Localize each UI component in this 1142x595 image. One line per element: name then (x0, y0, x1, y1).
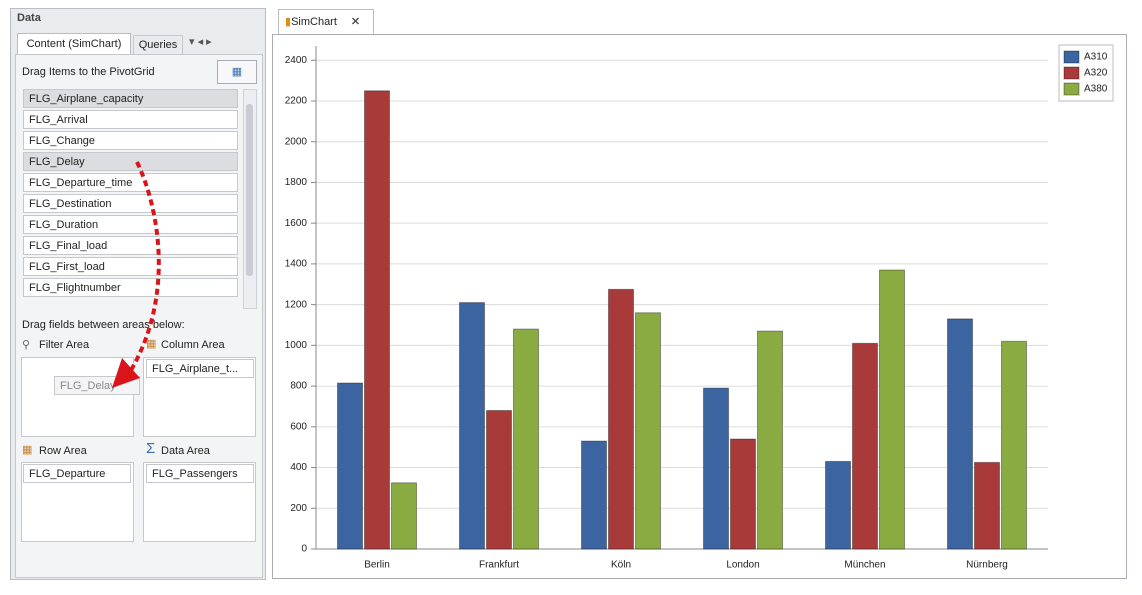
field-item[interactable]: FLG_Arrival (23, 110, 238, 129)
row-icon: ▦ (22, 444, 33, 456)
field-item[interactable]: FLG_Flightnumber (23, 278, 238, 297)
area-field[interactable]: FLG_Departure (23, 464, 131, 483)
area-field[interactable]: FLG_Passengers (146, 464, 254, 483)
tab-scroll[interactable]: ▾ ◂ ▸ (189, 36, 212, 48)
x-tick-label: Berlin (364, 560, 390, 571)
document-tab[interactable]: ▮SimChart ✕ (278, 9, 374, 34)
legend-swatch (1063, 66, 1080, 80)
y-tick-label: 2400 (285, 55, 308, 66)
bar (486, 410, 512, 550)
y-tick-label: 2000 (285, 136, 308, 147)
panel-title: Data (17, 12, 41, 24)
bar (391, 482, 417, 550)
bar (608, 288, 634, 550)
field-item[interactable]: FLG_Change (23, 131, 238, 150)
x-tick-label: München (844, 560, 885, 571)
y-tick-label: 800 (290, 381, 307, 392)
chart: 0 200 400 600 800 1000 1200 1400 1600 1800 2000 220… (272, 34, 1127, 579)
legend-label: A310 (1084, 52, 1108, 63)
bar (879, 269, 905, 550)
bar (703, 387, 729, 550)
bar (825, 460, 851, 550)
y-tick-label: 1400 (285, 259, 308, 270)
field-item[interactable]: FLG_Duration (23, 215, 238, 234)
bar (459, 302, 485, 550)
area-label: Data Area (161, 445, 210, 457)
x-tick-label: Frankfurt (479, 560, 519, 571)
bar (513, 328, 539, 550)
y-tick-label: 1200 (285, 299, 308, 310)
y-tick-label: 1600 (285, 218, 308, 229)
field-item[interactable]: FLG_Destination (23, 194, 238, 213)
y-tick-label: 1800 (285, 177, 308, 188)
bar (852, 342, 878, 550)
area-label: Filter Area (39, 339, 90, 351)
scrollbar[interactable] (243, 89, 257, 309)
hint: Drag Items to the PivotGrid (22, 66, 155, 78)
sum-icon: Σ (146, 440, 156, 457)
filter-area[interactable] (21, 357, 134, 437)
area-label: Column Area (161, 339, 225, 351)
x-tick-label: Köln (611, 560, 631, 571)
field-item[interactable]: FLG_First_load (23, 257, 238, 276)
column-icon: ▦ (146, 338, 157, 350)
arrow-path (126, 161, 161, 377)
y-tick-label: 600 (290, 421, 307, 432)
arrow-head (112, 358, 140, 388)
bar (337, 382, 363, 550)
y-tick-label: 400 (290, 462, 307, 473)
bar (581, 440, 607, 550)
layout-button[interactable]: ▦ (217, 60, 257, 84)
legend-label: A380 (1084, 84, 1108, 95)
field-item[interactable]: FLG_Departure_time (23, 173, 238, 192)
y-tick-label: 2200 (285, 96, 308, 107)
x-tick-label: London (726, 560, 759, 571)
legend-swatch (1063, 50, 1080, 64)
bar (947, 318, 973, 550)
y-tick-label: 200 (290, 503, 307, 514)
data-panel: Data Content (SimChart) Queries ▾ ◂ ▸ Dr… (10, 8, 266, 580)
field-item[interactable]: FLG_Airplane_capacity (23, 89, 238, 108)
tab-title: SimChart (291, 16, 337, 28)
field-item[interactable]: FLG_Delay (23, 152, 238, 171)
bar (730, 438, 756, 550)
bar (974, 461, 1000, 550)
tab[interactable]: Content (SimChart) (17, 33, 131, 54)
area-label: Row Area (39, 445, 87, 457)
field-item[interactable]: FLG_Final_load (23, 236, 238, 255)
filter-icon: ⚲ (22, 339, 31, 351)
hint: Drag fields between areas below: (22, 319, 185, 331)
bar (635, 312, 661, 550)
y-tick-label: 1000 (285, 340, 308, 351)
legend-label: A320 (1084, 68, 1108, 79)
bar (1001, 340, 1027, 550)
legend-swatch (1063, 82, 1080, 96)
area-field[interactable]: FLG_Airplane_t... (146, 359, 254, 378)
y-tick-label: 0 (301, 544, 307, 555)
bar (364, 90, 390, 550)
x-tick-label: Nürnberg (966, 560, 1008, 571)
bar (757, 330, 783, 550)
